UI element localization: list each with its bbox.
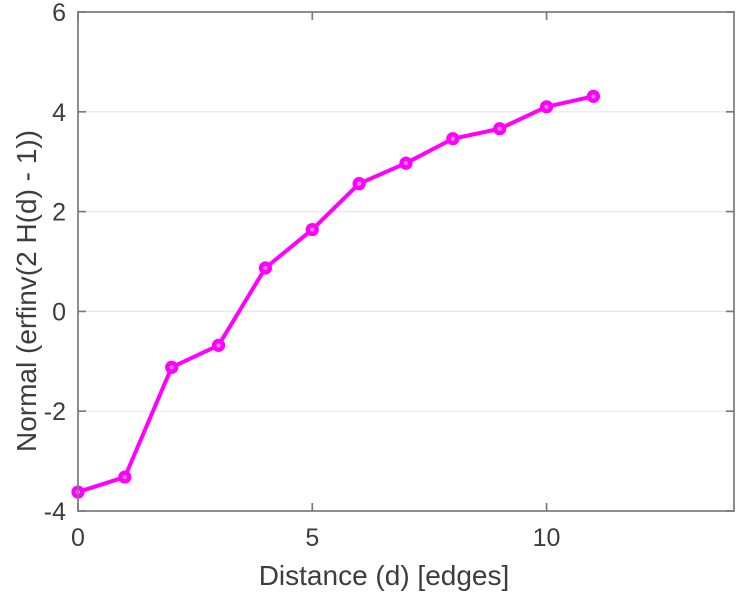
y-tick-label: 0 <box>52 298 66 326</box>
ticklabel-layer: 0 5 10 -4 -2 0 2 4 6 <box>44 0 561 552</box>
data-point-marker-center <box>497 126 502 131</box>
data-point-marker-center <box>450 136 455 141</box>
y-tick-label: 2 <box>52 199 66 227</box>
series-layer <box>71 89 601 499</box>
data-point-marker-center <box>263 265 268 271</box>
data-point-marker-center <box>544 104 549 109</box>
data-point-marker-center <box>591 94 596 99</box>
y-tick-label: -2 <box>44 398 66 426</box>
axes-box <box>77 11 735 512</box>
data-point-marker-center <box>357 181 362 186</box>
x-tick-label: 0 <box>71 524 85 552</box>
x-tick-label: 10 <box>533 524 561 552</box>
y-axis-label: Normal (erfinv(2 H(d) - 1)) <box>11 130 42 452</box>
x-tick-label: 5 <box>305 524 319 552</box>
y-tick-label: 4 <box>52 99 66 127</box>
data-point-marker-center <box>310 227 315 232</box>
data-point-marker-center <box>122 474 127 480</box>
data-point-marker-center <box>403 161 409 166</box>
y-tick-label: -4 <box>44 498 66 526</box>
data-point-marker-center <box>169 365 174 370</box>
grid-layer <box>78 111 734 412</box>
x-axis-label: Distance (d) [edges] <box>259 560 510 591</box>
data-point-marker-center <box>216 343 221 348</box>
y-tick-label: 6 <box>52 0 66 27</box>
axes-layer <box>77 11 735 512</box>
series-line <box>76 94 596 495</box>
